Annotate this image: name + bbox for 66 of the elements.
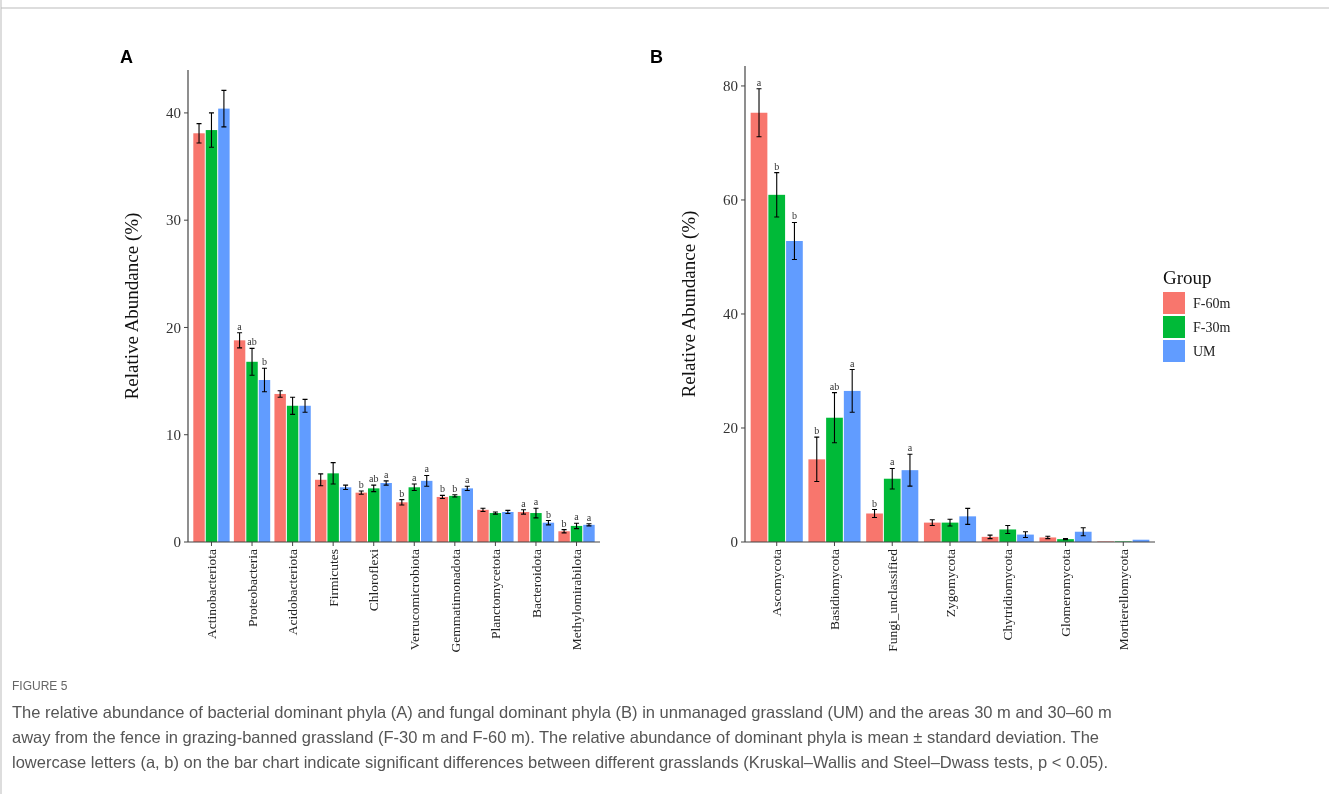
x-tick-label: Acidobacteriota bbox=[285, 549, 301, 636]
x-tick-label: Chytridiomycota bbox=[1000, 549, 1016, 641]
legend-label: F-30m bbox=[1193, 319, 1231, 335]
data-label: ab bbox=[368, 473, 379, 485]
data-label: b bbox=[399, 487, 405, 499]
data-label: b bbox=[774, 160, 780, 172]
data-label: a bbox=[756, 76, 762, 88]
y-tick-label: 80 bbox=[723, 78, 738, 95]
x-tick-label: Chloroflexi bbox=[366, 548, 382, 612]
data-label: b bbox=[791, 210, 797, 222]
x-tick-label: Zygomycota bbox=[942, 548, 958, 618]
data-label: b bbox=[872, 497, 878, 509]
y-tick-label: 0 bbox=[173, 534, 181, 551]
x-tick-label: Verrucomicrobiota bbox=[407, 549, 423, 651]
data-label: ab bbox=[829, 380, 840, 392]
data-label: a bbox=[533, 496, 539, 508]
chart-title: A bbox=[120, 47, 133, 67]
data-label: a bbox=[383, 468, 389, 480]
data-label: a bbox=[424, 463, 430, 475]
x-tick-label: Basidiomycota bbox=[827, 549, 843, 630]
data-label: b bbox=[545, 508, 551, 520]
x-tick-label: Glomeromycota bbox=[1058, 549, 1074, 637]
y-tick-label: 60 bbox=[723, 192, 738, 209]
x-tick-label: Actinobacteriota bbox=[204, 549, 220, 639]
y-tick-label: 40 bbox=[723, 306, 738, 323]
data-label: a bbox=[907, 442, 913, 454]
data-label: a bbox=[849, 357, 855, 369]
x-tick-label: Methylomirabilota bbox=[569, 549, 585, 651]
y-tick-label: 30 bbox=[166, 212, 181, 229]
x-tick-label: Ascomycota bbox=[769, 549, 785, 617]
x-tick-label: Gemmatimonadota bbox=[447, 549, 463, 653]
data-label: b bbox=[814, 425, 820, 437]
data-label: ab bbox=[247, 336, 257, 348]
legend-label: F-60m bbox=[1193, 295, 1231, 311]
data-label: b bbox=[439, 483, 445, 495]
text: lowercase letters (a, b) on the bar chart indicate significant differences between different grasslands (Kruskal–Wallis and Steel–Dwass tests, p < 0.05). bbox=[12, 753, 1109, 771]
chart-title: B bbox=[650, 47, 663, 67]
data-label: a bbox=[521, 497, 527, 509]
y-tick-label: 20 bbox=[166, 319, 181, 336]
data-label: a bbox=[586, 511, 592, 523]
y-tick-label: 40 bbox=[166, 105, 181, 122]
y-tick-label: 0 bbox=[730, 534, 738, 551]
y-axis-title: Relative Abundance (%) bbox=[678, 210, 700, 398]
data-label: b bbox=[261, 356, 267, 368]
y-tick-label: 10 bbox=[166, 426, 181, 443]
data-label: b bbox=[358, 479, 364, 491]
x-tick-label: Fungi_unclassified bbox=[884, 548, 900, 652]
data-label: a bbox=[412, 472, 418, 484]
y-tick-label: 20 bbox=[723, 420, 738, 437]
x-tick-label: Bacteroidota bbox=[528, 549, 544, 618]
x-tick-label: Firmicutes bbox=[325, 549, 341, 607]
x-tick-label: Mortierellomycota bbox=[1116, 548, 1131, 651]
data-label: b bbox=[561, 517, 567, 529]
x-tick-label: Planctomycetota bbox=[488, 549, 504, 639]
text: away from the fence in grazing-banned grassland (F-30 m and F-60 m). The relative abundance of dominant phyla is mean ± standard deviation. The bbox=[12, 728, 1100, 746]
data-label: a bbox=[465, 474, 471, 486]
text: The relative abundance of bacterial dominant phyla (A) and fungal dominant phyla (B) in unmanaged grassland (UM) and the areas 30 m and 30–60 m bbox=[12, 703, 1112, 721]
data-label: a bbox=[237, 320, 243, 332]
caption: FIGURE 5 bbox=[12, 679, 68, 693]
data-label: b bbox=[452, 482, 458, 494]
data-label: a bbox=[574, 511, 580, 523]
legend-label: UM bbox=[1193, 343, 1217, 359]
x-tick-label: Proteobacteria bbox=[244, 549, 260, 627]
legend-title: Group bbox=[1163, 267, 1212, 288]
y-axis-title: Relative Abundance (%) bbox=[121, 212, 143, 400]
data-label: a bbox=[890, 456, 896, 468]
